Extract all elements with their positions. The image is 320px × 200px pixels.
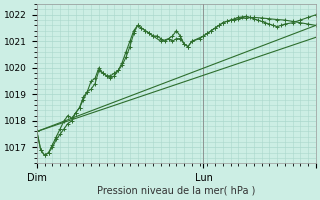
X-axis label: Pression niveau de la mer( hPa ): Pression niveau de la mer( hPa ) bbox=[97, 186, 256, 196]
